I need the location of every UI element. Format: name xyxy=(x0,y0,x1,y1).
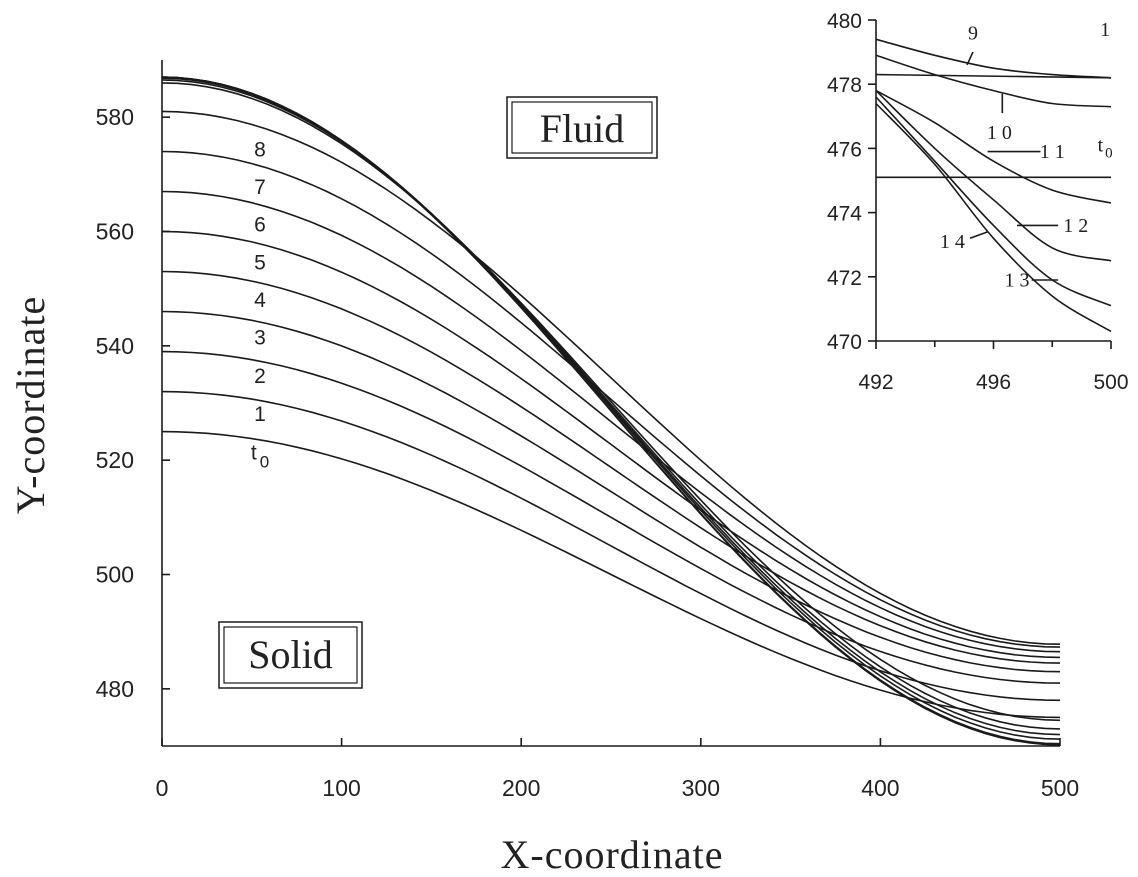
series-line-14 xyxy=(161,76,1061,746)
inset-x-ticks: 492 496 500 xyxy=(858,341,1129,394)
series-line-5 xyxy=(161,230,1061,659)
solid-label: Solid xyxy=(248,632,332,677)
curve-label-6: 6 xyxy=(254,214,266,237)
inset-y-tick-label: 470 xyxy=(827,331,862,354)
inset-y-tick-label: 472 xyxy=(827,267,862,290)
y-ticks: 480 500 520 540 560 580 xyxy=(96,104,170,702)
y-tick-label: 560 xyxy=(96,219,134,245)
inset-curve-label: 1 2 xyxy=(1063,215,1088,237)
curve-label-8: 8 xyxy=(254,139,266,162)
inset-x-tick-label: 500 xyxy=(1093,371,1128,394)
inset-series-line-9 xyxy=(875,38,1112,79)
inset-y-ticks: 470 472 474 476 478 480 xyxy=(827,10,876,354)
inset-curve-label: 1 4 xyxy=(940,231,965,253)
x-tick-label: 100 xyxy=(322,775,360,801)
series-line-3 xyxy=(161,310,1061,673)
x-ticks: 0 100 200 300 400 500 xyxy=(156,738,1079,801)
y-tick-label: 520 xyxy=(96,447,134,473)
inset-y-tick-label: 480 xyxy=(827,10,862,33)
curve-labels: t 0 1 2 3 4 5 6 7 8 xyxy=(251,139,269,472)
y-axis-title: Y-coordinate xyxy=(8,296,53,515)
inset-x-tick-label: 492 xyxy=(858,371,893,394)
inset-curve-label: 1 3 xyxy=(1005,269,1030,291)
inset-y-tick-label: 476 xyxy=(827,138,862,161)
series-line-6 xyxy=(161,190,1061,653)
series-line-2 xyxy=(161,350,1061,684)
series-line-7 xyxy=(161,150,1061,648)
main-curves xyxy=(161,76,1061,746)
inset-leader-line xyxy=(969,231,988,240)
inset-series-line-12 xyxy=(875,90,1112,262)
inset-curve-label: 1 xyxy=(1100,19,1110,41)
inset-series-line-10 xyxy=(875,54,1112,108)
x-tick-label: 200 xyxy=(502,775,540,801)
inset-y-tick-label: 478 xyxy=(827,74,862,97)
inset-y-tick-label: 474 xyxy=(827,203,862,226)
y-tick-label: 580 xyxy=(96,104,134,130)
inset-curve-label: 1 0 xyxy=(987,122,1012,144)
solid-label-box: Solid xyxy=(218,621,363,689)
series-line-10 xyxy=(161,79,1061,730)
inset-series-line-1 xyxy=(875,73,1112,79)
series-line-1 xyxy=(161,390,1061,702)
inset-leader-line xyxy=(966,51,974,66)
y-tick-label: 540 xyxy=(96,333,134,359)
inset-series-line-11 xyxy=(875,89,1112,204)
inset-series-line-13 xyxy=(875,96,1112,307)
x-tick-label: 300 xyxy=(682,775,720,801)
series-line-8 xyxy=(161,110,1061,645)
y-tick-label: 500 xyxy=(96,562,134,588)
curve-label-3: 3 xyxy=(254,327,266,350)
inset-curve-label: 9 xyxy=(968,22,978,44)
x-tick-label: 500 xyxy=(1041,775,1079,801)
curve-label-1: 1 xyxy=(254,403,266,426)
curve-label-2: 2 xyxy=(254,365,266,388)
x-tick-label: 400 xyxy=(861,775,899,801)
x-tick-label: 0 xyxy=(156,775,169,801)
fluid-label: Fluid xyxy=(540,106,624,151)
main-chart: 0 100 200 300 400 500 480 500 520 540 560 580 X-co… xyxy=(8,60,1079,877)
inset-curves xyxy=(875,38,1112,333)
y-tick-label: 480 xyxy=(96,676,134,702)
inset-series-line-14 xyxy=(875,102,1112,333)
inset-x-tick-label: 496 xyxy=(976,371,1011,394)
x-axis-title: X-coordinate xyxy=(500,832,723,877)
series-line-4 xyxy=(161,270,1061,664)
curve-label-7: 7 xyxy=(254,176,266,199)
curve-label-4: 4 xyxy=(254,289,266,312)
series-line-9 xyxy=(161,82,1061,722)
fluid-label-box: Fluid xyxy=(506,96,658,159)
inset-curve-label: 1 1 xyxy=(1040,141,1065,163)
curve-label-5: 5 xyxy=(254,251,266,274)
